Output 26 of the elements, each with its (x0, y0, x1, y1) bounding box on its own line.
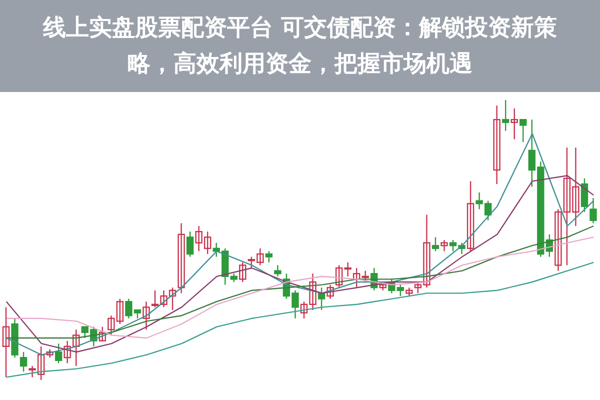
candlestick (274, 264, 282, 277)
candlestick (326, 284, 334, 300)
candlestick (142, 301, 150, 330)
candlestick (352, 267, 360, 288)
candlestick (580, 178, 588, 213)
candlestick (2, 306, 10, 378)
candlestick (20, 351, 28, 372)
candlestick (554, 208, 562, 272)
candlestick (493, 105, 500, 185)
candlestick (502, 100, 510, 132)
candlestick (239, 262, 246, 283)
candlestick (440, 239, 448, 252)
candlestick (362, 270, 369, 283)
chart-title: 线上实盘股票配资平台 可交债配资：解锁投资新策略，高效利用资金，把握市场机遇 (42, 14, 558, 79)
candlestick (151, 290, 159, 308)
candlestick (178, 222, 185, 294)
candlestick (265, 250, 273, 263)
candlestick (520, 119, 527, 143)
candlestick (590, 197, 597, 224)
candlestick (186, 231, 194, 258)
candlestick (466, 180, 474, 252)
candlestick (432, 236, 440, 252)
candlestick (98, 326, 106, 342)
candlestick (54, 343, 62, 364)
candlestick (510, 108, 518, 140)
candlestick (396, 284, 404, 297)
